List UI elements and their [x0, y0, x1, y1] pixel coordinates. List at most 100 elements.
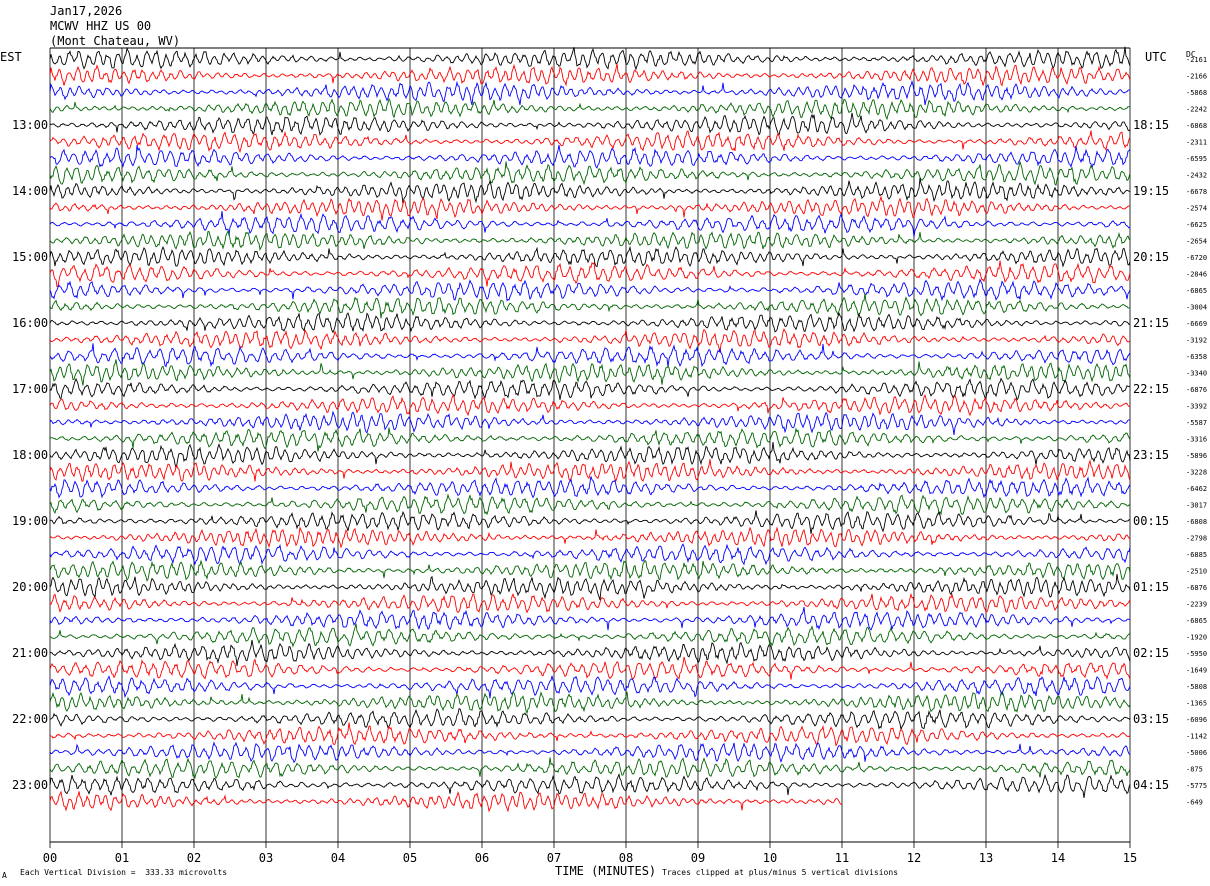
seismic-trace: [49, 525, 1131, 549]
seismic-trace: [49, 377, 1131, 401]
dc-offset-label: -3004: [1186, 304, 1207, 312]
clip-note: Traces clipped at plus/minus 5 vertical …: [662, 868, 899, 877]
dc-offset-label: -5006: [1186, 749, 1207, 757]
dc-offset-label: -3316: [1186, 436, 1207, 444]
dc-offset-label: -6720: [1186, 254, 1207, 262]
dc-offset-label: -2846: [1186, 271, 1207, 279]
seismic-trace: [49, 510, 1131, 534]
x-tick-label: 05: [403, 851, 417, 865]
seismic-trace: [49, 293, 1131, 319]
seismic-trace: [49, 741, 1131, 764]
hour-label-est: 23:00: [12, 778, 48, 792]
hour-label-est: 21:00: [12, 646, 48, 660]
dc-offset-label: -2311: [1186, 139, 1207, 147]
dc-offset-label: -6868: [1186, 122, 1207, 130]
seismic-trace: [49, 63, 1131, 87]
dc-offset-label: -2242: [1186, 106, 1207, 114]
dc-offset-label: -6808: [1186, 518, 1207, 526]
dc-offset-label: -6876: [1186, 386, 1207, 394]
dc-offset-label: -3192: [1186, 337, 1207, 345]
scale-note: Each Vertical Division = 333.33 microvol…: [20, 868, 228, 877]
seismic-trace: [49, 278, 1131, 302]
seismic-trace: [49, 559, 1131, 582]
dc-offset-label: -6595: [1186, 155, 1207, 163]
seismic-trace: [49, 476, 1131, 499]
seismic-trace: [49, 757, 1131, 780]
hour-label-utc: 21:15: [1133, 316, 1169, 330]
hour-label-est: 19:00: [12, 514, 48, 528]
seismic-trace: [49, 130, 1131, 154]
x-tick-label: 07: [547, 851, 561, 865]
hour-label-utc: 18:15: [1133, 118, 1169, 132]
seismic-trace: [49, 639, 1131, 667]
hour-label-utc: 19:15: [1133, 184, 1169, 198]
seismic-trace: [49, 245, 1131, 268]
header-location: (Mont Chateau, WV): [50, 34, 181, 48]
dc-offset-label: -3392: [1186, 403, 1207, 411]
seismic-trace: [49, 46, 1131, 71]
hour-label-utc: 20:15: [1133, 250, 1169, 264]
x-tick-label: 03: [259, 851, 273, 865]
x-tick-label: 14: [1051, 851, 1065, 865]
x-tick-label: 01: [115, 851, 129, 865]
dc-offset-label: -6678: [1186, 188, 1207, 196]
seismic-trace: [49, 592, 1131, 614]
dc-offset-label: -3340: [1186, 370, 1207, 378]
dc-offset-label: -649: [1186, 799, 1203, 807]
dc-offset-label: -2654: [1186, 238, 1207, 246]
right-axis-label: UTC: [1145, 50, 1167, 64]
hour-label-est: 18:00: [12, 448, 48, 462]
seismic-trace: [49, 161, 1131, 186]
seismic-trace: [49, 573, 1131, 601]
dc-offset-label: -6669: [1186, 320, 1207, 328]
seismic-trace: [49, 543, 1131, 566]
seismic-trace: [49, 112, 1131, 137]
x-tick-label: 10: [763, 851, 777, 865]
dc-offset-label: -1649: [1186, 667, 1207, 675]
dc-offset-label: -6096: [1186, 716, 1207, 724]
seismic-trace: [49, 690, 1131, 715]
hour-label-utc: 02:15: [1133, 646, 1169, 660]
dc-offset-label: -2239: [1186, 601, 1207, 609]
x-tick-label: 15: [1123, 851, 1137, 865]
dc-offset-label: -6462: [1186, 485, 1207, 493]
hour-label-utc: 22:15: [1133, 382, 1169, 396]
x-tick-label: 13: [979, 851, 993, 865]
seismic-trace: [49, 359, 1131, 386]
header-station: MCWV HHZ US 00: [50, 19, 152, 33]
dc-offset-label: -5868: [1186, 89, 1207, 97]
seismic-trace: [49, 312, 1131, 334]
hour-label-est: 17:00: [12, 382, 48, 396]
corner-mark: A: [2, 871, 7, 880]
dc-offset-label: -6358: [1186, 353, 1207, 361]
seismic-trace: [49, 606, 1131, 631]
dc-offset-label: -2798: [1186, 535, 1207, 543]
seismic-trace: [49, 343, 1131, 368]
seismic-trace: [49, 493, 1131, 516]
dc-offset-label: -3017: [1186, 502, 1207, 510]
hour-label-utc: 04:15: [1133, 778, 1169, 792]
hour-label-utc: 00:15: [1133, 514, 1169, 528]
dc-offset-label: -5950: [1186, 650, 1207, 658]
hour-label-est: 13:00: [12, 118, 48, 132]
hour-label-utc: 23:15: [1133, 448, 1169, 462]
x-tick-label: 04: [331, 851, 345, 865]
seismic-trace: [49, 722, 1131, 747]
dc-offset-label: -1142: [1186, 733, 1207, 741]
x-tick-label: 06: [475, 851, 489, 865]
dc-offset-label: -6876: [1186, 584, 1207, 592]
x-axis-title: TIME (MINUTES): [555, 864, 657, 878]
dc-offset-label: -6865: [1186, 287, 1207, 295]
dc-offset-label: -5587: [1186, 419, 1207, 427]
x-tick-label: 00: [43, 851, 57, 865]
seismic-trace: [49, 656, 1131, 681]
dc-offset-label: -875: [1186, 766, 1203, 774]
hour-label-est: 16:00: [12, 316, 48, 330]
dc-offset-label: -6625: [1186, 221, 1207, 229]
seismic-trace: [49, 144, 1131, 169]
seismic-trace: [49, 427, 1131, 452]
seismic-trace: [49, 79, 1130, 106]
dc-offset-label: -2574: [1186, 205, 1207, 213]
seismic-trace: [49, 394, 1131, 417]
